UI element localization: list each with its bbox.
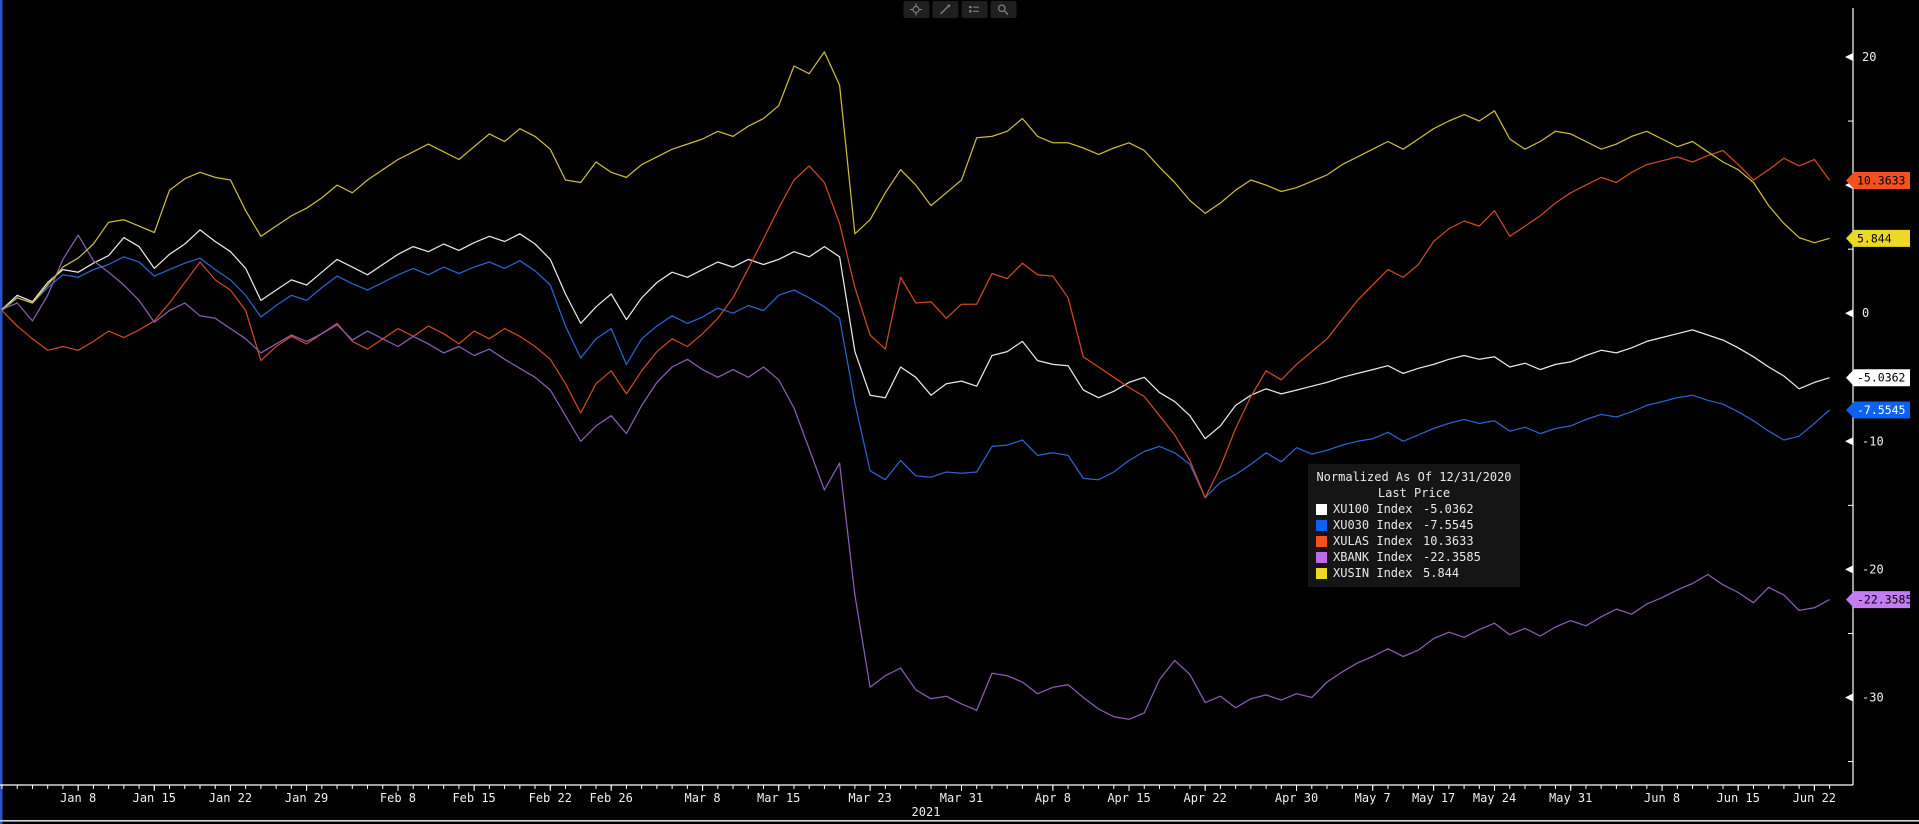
price-badge-xusin [1846,229,1910,247]
y-tick-label: -20 [1862,562,1884,576]
x-tick-label: Apr 30 [1275,791,1318,805]
chart-toolbar [903,1,1016,18]
last-price-badges: -5.0362 -7.5545 10.3633 -22.3585 5.844 [1846,171,1912,609]
x-tick-label: Jan 15 [133,791,176,805]
x-axis-year-label: 2021 [912,805,941,819]
legend-swatch-icon [1316,551,1327,563]
series-line-xbank [1,234,1830,720]
legend-row: XUSIN Index 5.844 [1316,565,1512,581]
price-badge-label: -7.5545 [1857,403,1905,417]
x-tick-label: Jun 8 [1644,791,1680,805]
legend-series-name: XU030 Index [1333,518,1413,532]
screen-bottom-line [0,820,1919,822]
x-tick-label: May 17 [1412,791,1455,805]
price-badge-xu030 [1846,401,1910,419]
legend-row: XU030 Index -7.5545 [1316,517,1512,533]
legend-series-name: XBANK Index [1333,550,1413,564]
x-tick-label: Jun 22 [1793,791,1836,805]
x-tick-label: Jan 8 [60,791,96,805]
pencil-icon [939,3,952,16]
legend-series-value: -22.3585 [1423,550,1481,564]
x-tick-label: Mar 8 [685,791,721,805]
legend-swatch-icon [1316,519,1327,531]
legend-series-name: XULAS Index [1333,534,1413,548]
legend-series-value: 10.3633 [1423,534,1474,548]
legend-row: XBANK Index -22.3585 [1316,549,1512,565]
x-tick-label: Jan 22 [209,791,252,805]
legend-series-name: XU100 Index [1333,502,1413,516]
x-tick-label: Apr 15 [1107,791,1150,805]
x-tick-label: Mar 15 [757,791,800,805]
x-axis-ticks: Jan 8 Jan 15 Jan 22 Jan 29 Feb 8 Feb 15 Feb 22… [1,785,1836,819]
price-badge-label: 5.844 [1857,231,1892,245]
zoom-button[interactable] [990,1,1016,18]
y-tick-marker [1845,309,1853,318]
series-line-xusin [1,51,1830,310]
price-badge-label: -22.3585 [1857,593,1912,607]
price-badge-xulas [1846,171,1910,189]
plot-left-border [0,0,3,824]
x-tick-label: Feb 26 [590,791,633,805]
legend-title: Normalized As Of 12/31/2020 [1316,470,1512,484]
x-tick-label: Apr 22 [1183,791,1226,805]
annotations-button[interactable] [961,1,987,18]
legend-rows: XU100 Index -5.0362 XU030 Index -7.5545 XULA… [1316,501,1512,581]
news-list-icon [968,3,981,16]
price-badge-xbank [1846,591,1910,609]
legend-row: XULAS Index 10.3633 [1316,533,1512,549]
crosshair-icon [910,3,923,16]
crosshair-button[interactable] [903,1,929,18]
price-badge-xu100 [1846,369,1910,387]
x-tick-label: Feb 22 [529,791,572,805]
x-tick-label: May 31 [1549,791,1592,805]
y-tick-label: -30 [1862,691,1884,705]
y-tick-marker [1845,565,1853,574]
y-tick-label: 20 [1862,50,1876,64]
legend-swatch-icon [1316,503,1327,515]
legend-subtitle: Last Price [1377,486,1451,500]
x-tick-label: May 7 [1355,791,1391,805]
axes [0,8,1854,786]
x-tick-label: Feb 8 [380,791,416,805]
x-tick-label: Mar 23 [848,791,891,805]
price-badge-label: -5.0362 [1857,371,1905,385]
magnifier-icon [997,3,1010,16]
series-line-xu100 [1,229,1830,440]
legend-series-value: 5.844 [1423,566,1460,580]
y-tick-marker [1845,53,1853,61]
x-tick-label: Feb 15 [452,791,495,805]
draw-button[interactable] [932,1,958,18]
legend-row: XU100 Index -5.0362 [1316,501,1512,517]
legend-swatch-icon [1316,535,1327,547]
y-tick-marker [1845,693,1853,702]
series-line-xu030 [1,256,1831,499]
x-tick-label: May 24 [1473,791,1516,805]
series-line-xulas [1,149,1831,499]
x-tick-label: Mar 31 [940,791,983,805]
y-tick-label: -10 [1862,434,1884,448]
legend-series-value: -5.0362 [1423,502,1474,516]
x-tick-label: Apr 8 [1035,791,1071,805]
legend-series-name: XUSIN Index [1333,566,1413,580]
legend-series-value: -7.5545 [1423,518,1474,532]
chart-legend: Normalized As Of 12/31/2020 Last Price X… [1308,464,1520,587]
y-tick-label: 0 [1862,306,1869,320]
y-tick-marker [1845,437,1853,446]
x-tick-label: Jun 15 [1717,791,1760,805]
legend-swatch-icon [1316,567,1327,579]
price-badge-label: 10.3633 [1857,173,1906,187]
x-tick-label: Jan 29 [285,791,328,805]
